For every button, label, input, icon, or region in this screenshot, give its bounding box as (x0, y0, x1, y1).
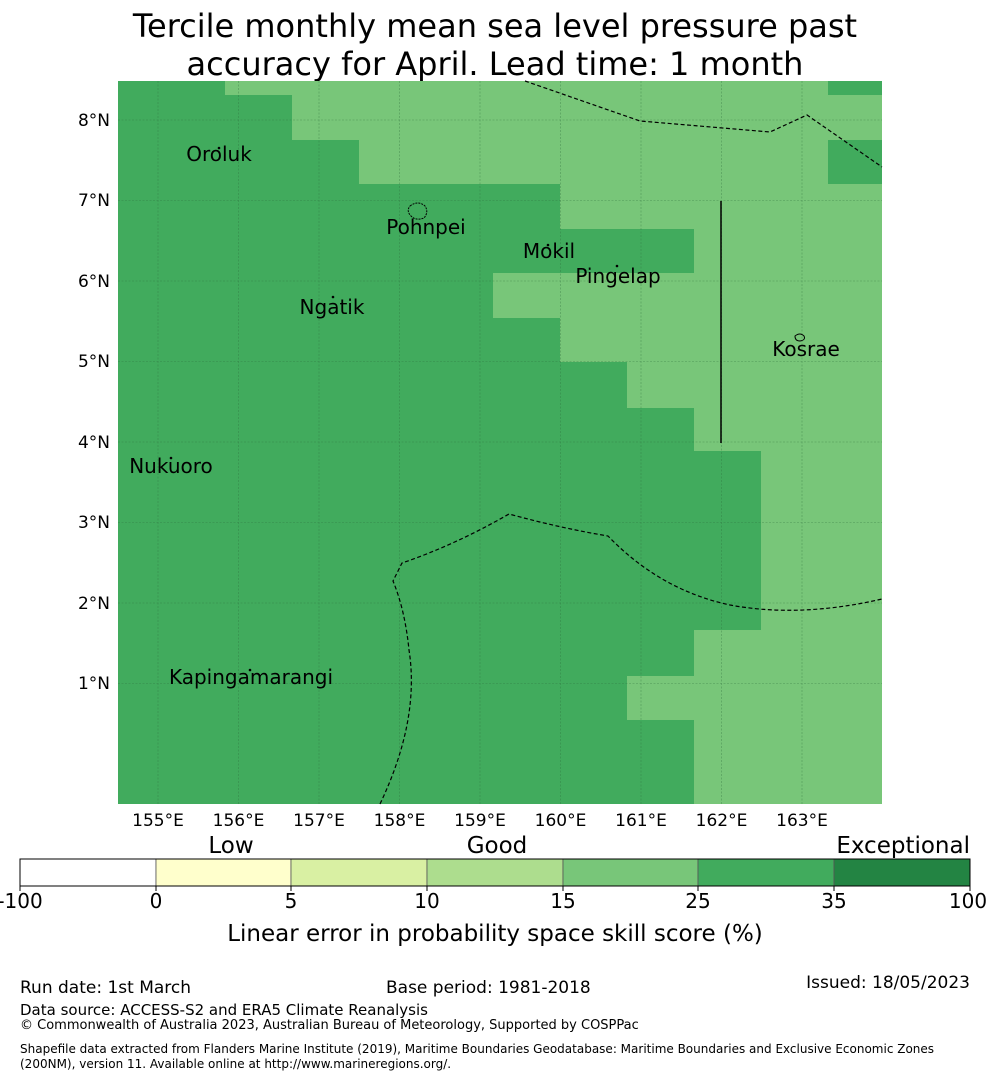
pingelap-island-marker (615, 264, 619, 268)
lon-label-162e: 162°E (696, 811, 748, 831)
shapefile-credit-line1: Shapefile data extracted from Flanders M… (20, 1042, 935, 1056)
place-labels: Oroluk Pohnpei Mokil Pingelap Ngatik Kos… (129, 142, 840, 689)
lat-label-6n: 6°N (78, 272, 110, 292)
colorbar-tick-label-3: 5 (285, 889, 298, 913)
place-label-ngatik: Ngatik (300, 295, 365, 319)
colorbar-frame (19, 858, 971, 887)
issued-date: Issued: 18/05/2023 (806, 973, 970, 993)
lon-label-159e: 159°E (454, 811, 506, 831)
lon-label-158e: 158°E (374, 811, 426, 831)
eez-boundaries (379, 80, 883, 805)
lon-label-156e: 156°E (213, 811, 265, 831)
nukuoro-island-marker (169, 456, 173, 460)
colorbar-tick-labels: -100 0 5 10 15 25 35 100 (0, 889, 987, 913)
lat-label-7n: 7°N (78, 191, 110, 211)
legend-category-good: Good (467, 833, 528, 859)
colorbar-tick-label-1: -100 (0, 889, 43, 913)
skill-region-north (225, 81, 882, 804)
colorbar (19, 858, 971, 887)
pohnpei-island-outline (407, 202, 428, 220)
legend-category-exceptional: Exceptional (836, 833, 970, 859)
lat-label-1n: 1°N (78, 674, 110, 694)
lat-label-4n: 4°N (78, 433, 110, 453)
place-label-oroluk: Oroluk (186, 142, 252, 166)
colorbar-segment-7 (833, 858, 971, 887)
lon-label-161e: 161°E (615, 811, 667, 831)
lon-label-160e: 160°E (535, 811, 587, 831)
chart-title-line2: accuracy for April. Lead time: 1 month (186, 45, 804, 83)
colorbar-segment-5 (562, 858, 699, 887)
colorbar-segment-2 (155, 858, 292, 887)
legend-category-low: Low (208, 833, 253, 859)
oroluk-island-marker (217, 146, 221, 150)
colorbar-tick-label-7: 35 (821, 889, 846, 913)
colorbar-tick-label-5: 15 (550, 889, 575, 913)
colorbar-axis-label: Linear error in probability space skill … (227, 921, 763, 947)
place-label-kosrae: Kosrae (772, 337, 840, 361)
place-label-kapingamarangi: Kapingamarangi (169, 665, 333, 689)
place-label-nukuoro: Nukuoro (129, 454, 213, 478)
kapingamarangi-island-marker (248, 668, 252, 672)
colorbar-tick-label-8: 100 (949, 889, 987, 913)
lon-label-155e: 155°E (132, 811, 184, 831)
kosrae-island-outline (794, 333, 805, 342)
colorbar-tick-label-4: 10 (414, 889, 439, 913)
eez-boundary-south (379, 513, 883, 805)
base-period: Base period: 1981-2018 (386, 978, 591, 998)
eez-boundary-north (524, 80, 883, 168)
shapefile-credit-line2: (200NM), version 11. Available online at… (20, 1057, 452, 1071)
legend-categories: Low Good Exceptional (208, 833, 970, 859)
colorbar-segment-1 (19, 858, 157, 887)
copyright-notice: © Commonwealth of Australia 2023, Austra… (20, 1018, 639, 1033)
ngatik-island-marker (331, 295, 335, 299)
colorbar-tick-label-6: 25 (685, 889, 710, 913)
place-label-mokil: Mokil (523, 239, 575, 263)
data-source: Data source: ACCESS-S2 and ERA5 Climate … (20, 1001, 428, 1019)
latitude-labels: 8°N 7°N 6°N 5°N 4°N 3°N 2°N 1°N (78, 111, 110, 694)
lat-label-5n: 5°N (78, 352, 110, 372)
islands (169, 146, 805, 672)
colorbar-ticks (19, 886, 971, 891)
skill-region-patch (493, 273, 560, 318)
place-label-pingelap: Pingelap (575, 264, 660, 288)
lon-label-163e: 163°E (776, 811, 828, 831)
mokil-island-marker (546, 243, 550, 247)
colorbar-segment-6 (697, 858, 835, 887)
longitude-labels: 155°E 156°E 157°E 158°E 159°E 160°E 161°… (132, 811, 828, 831)
place-label-pohnpei: Pohnpei (386, 215, 466, 239)
skill-15-25-regions (225, 81, 882, 804)
run-date: Run date: 1st March (20, 978, 192, 998)
lat-label-3n: 3°N (78, 513, 110, 533)
lon-label-157e: 157°E (293, 811, 345, 831)
colorbar-segment-3 (290, 858, 428, 887)
gridlines (118, 81, 882, 804)
chart-title-line1: Tercile monthly mean sea level pressure … (132, 7, 858, 45)
colorbar-tick-label-2: 0 (150, 889, 163, 913)
lat-label-8n: 8°N (78, 111, 110, 131)
colorbar-segment-4 (426, 858, 564, 887)
lat-label-2n: 2°N (78, 594, 110, 614)
